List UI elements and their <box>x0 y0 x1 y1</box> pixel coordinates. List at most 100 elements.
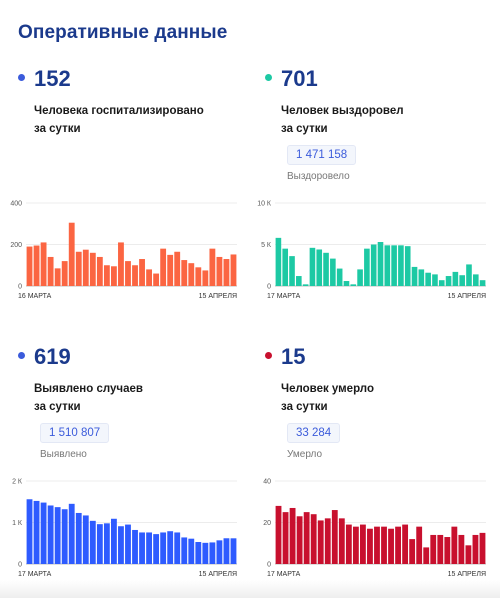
deaths-bar <box>352 526 359 564</box>
hospitalized-x-start-label: 16 МАРТА <box>18 293 52 300</box>
deaths-bar <box>331 510 338 564</box>
recovered-bar <box>364 248 370 286</box>
cases-bar <box>26 499 33 564</box>
recovered-bar <box>282 248 289 286</box>
deaths-bar <box>360 524 366 564</box>
cases-y-tick-label: 0 <box>18 562 22 569</box>
hospitalized-y-tick-label: 0 <box>18 284 22 291</box>
deaths-bar <box>388 528 394 564</box>
page-title: Оперативные данные <box>18 22 228 43</box>
cases-x-start-label: 17 МАРТА <box>18 571 52 578</box>
recovered-bar <box>323 252 329 286</box>
deaths-bar <box>416 526 423 564</box>
hospitalized-y-tick-label: 400 <box>10 201 22 208</box>
deaths-bar <box>402 524 409 564</box>
hospitalized-bar <box>61 261 68 286</box>
cases-bar <box>146 532 152 564</box>
cases-bar <box>181 537 188 564</box>
recovered-x-end-label: 15 АПРЕЛЯ <box>448 293 486 300</box>
cases-bar <box>153 534 160 564</box>
recovered-bar <box>302 284 309 286</box>
cases-bar <box>103 523 110 564</box>
deaths-bar <box>345 524 352 564</box>
cases-bar <box>125 524 131 564</box>
hospitalized-bar <box>82 249 89 286</box>
cases-bar <box>111 518 117 564</box>
recovered-dot-icon <box>265 74 272 81</box>
deaths-total: 33 284 <box>287 423 341 443</box>
recovered-bar <box>411 266 418 286</box>
recovered-bar <box>350 284 357 286</box>
deaths-description: Человек умерло за сутки <box>281 380 491 416</box>
deaths-y-tick-label: 0 <box>267 562 271 569</box>
deaths-bar <box>472 534 479 564</box>
deaths-bar <box>324 518 331 564</box>
hospitalized-bar <box>75 251 82 286</box>
hospitalized-bar <box>174 251 181 286</box>
recovered-bar <box>445 276 452 286</box>
cases-bar <box>89 520 96 564</box>
hospitalized-bar <box>223 259 230 286</box>
deaths-desc-line1: Человек умерло <box>281 383 374 395</box>
recovered-bar <box>275 237 282 286</box>
cases-bar <box>40 502 47 564</box>
hospitalized-bar <box>54 268 61 286</box>
deaths-bar <box>430 534 437 564</box>
hospitalized-chart: 0 200 400 16 МАРТА 15 АПРЕЛЯ <box>6 196 241 301</box>
cases-bar <box>139 532 145 564</box>
deaths-bar <box>296 516 303 564</box>
hospitalized-y-tick-label: 200 <box>10 242 22 249</box>
cases-x-end-label: 15 АПРЕЛЯ <box>199 571 237 578</box>
deaths-bar <box>479 532 486 564</box>
recovered-y-tick-label: 10 К <box>257 201 272 208</box>
recovered-chart: 0 5 К 10 К 17 МАРТА 15 АПРЕЛЯ <box>255 196 490 301</box>
cases-bar <box>54 507 61 564</box>
cases-y-tick-label: 2 К <box>12 479 23 486</box>
cases-y-tick-label: 1 К <box>12 520 23 527</box>
recovered-total-label: Выздоровело <box>287 171 350 182</box>
cases-bar <box>160 532 167 564</box>
deaths-bar <box>458 534 465 564</box>
cases-bar <box>75 512 82 564</box>
recovered-bar <box>316 249 323 286</box>
hospitalized-desc-line1: Человека госпитализировано <box>34 105 204 117</box>
hospitalized-bar <box>160 248 167 286</box>
hospitalized-bar <box>47 256 54 286</box>
cases-chart: 0 1 К 2 К 17 МАРТА 15 АПРЕЛЯ <box>6 474 241 579</box>
deaths-chart-svg: 0 20 40 17 МАРТА 15 АПРЕЛЯ <box>263 479 486 578</box>
deaths-bar <box>310 514 317 564</box>
deaths-bar <box>451 526 458 564</box>
cases-bar <box>82 515 89 564</box>
deaths-bar <box>444 537 451 564</box>
recovered-bar <box>377 242 384 286</box>
recovered-x-start-label: 17 МАРТА <box>267 293 301 300</box>
cases-bar <box>47 505 54 564</box>
recovered-bar <box>336 268 343 286</box>
recovered-bar <box>289 256 295 286</box>
recovered-bar <box>432 274 438 286</box>
hospitalized-bar <box>230 254 237 286</box>
hospitalized-bar <box>68 222 75 286</box>
cases-bar <box>223 538 230 564</box>
hospitalized-bar <box>139 259 145 286</box>
deaths-bar <box>395 526 401 564</box>
hospitalized-bar <box>103 265 110 286</box>
deaths-x-end-label: 15 АПРЕЛЯ <box>448 571 486 578</box>
deaths-bar <box>374 526 380 564</box>
recovered-desc-line2: за сутки <box>281 123 328 135</box>
hospitalized-bar <box>202 270 209 286</box>
cases-value: 619 <box>34 344 71 369</box>
cases-dot-icon <box>18 352 25 359</box>
hospitalized-x-end-label: 15 АПРЕЛЯ <box>199 293 237 300</box>
deaths-bar <box>437 534 444 564</box>
recovered-bar <box>438 280 445 286</box>
recovered-bar <box>384 245 391 286</box>
cases-bar <box>230 538 237 564</box>
recovered-bar <box>466 264 472 286</box>
cases-bar <box>96 524 103 564</box>
hospitalized-desc-line2: за сутки <box>34 123 81 135</box>
recovered-value: 701 <box>281 66 318 91</box>
deaths-bar <box>423 547 430 564</box>
recovered-bar <box>398 245 404 286</box>
recovered-chart-svg: 0 5 К 10 К 17 МАРТА 15 АПРЕЛЯ <box>257 201 486 300</box>
